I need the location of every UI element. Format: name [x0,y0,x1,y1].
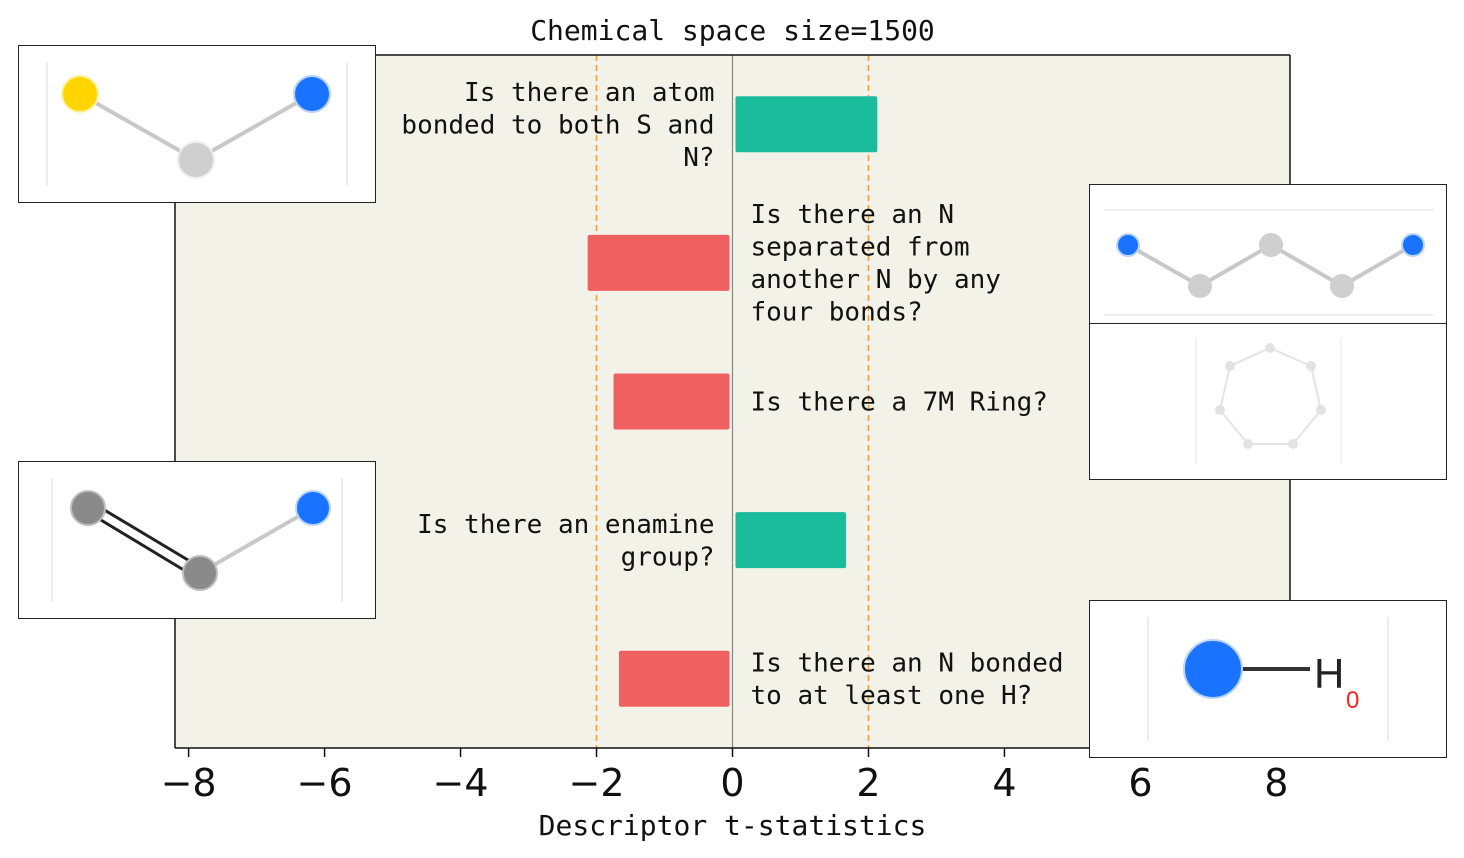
bar-label-line: another N by any [751,265,1001,295]
nh-fragment-icon: H 0 [1147,617,1389,741]
bar-label-line: Is there an N bonded [751,648,1064,678]
bar-label-line: Is there an enamine [417,510,714,540]
inset-n-n-fragment [1089,184,1447,325]
bar-label-line: four bonds? [751,298,923,328]
enamine-icon [51,478,343,602]
inset-ring7 [1089,323,1447,480]
bars-group [587,96,878,707]
bar-1 [587,234,730,291]
axes-group: −8 −6 −4 −2 0 2 4 6 8 [161,54,1291,805]
reference-lines [595,55,870,748]
bar-label-line: to at least one H? [751,681,1033,711]
bar-label-line: Is there an atom [464,78,714,108]
inset-nh: H 0 [1089,600,1447,758]
x-axis-label: Descriptor t-statistics [539,809,927,842]
hydrogen-count-label: 0 [1346,687,1359,714]
hydrogen-label: H [1314,650,1344,697]
bar-label-line: N? [683,143,714,173]
bar-4 [618,650,730,707]
bar-2 [613,373,730,430]
ring7-icon [1195,338,1342,464]
x-tick-label: 8 [1264,761,1288,805]
bar-3 [735,512,847,569]
x-tick-label: −8 [161,761,217,805]
bar-labels-group: Is there an atom bonded to both S and N?Is… [401,78,1063,711]
bar-label-line: group? [621,542,715,572]
x-tick-label: 4 [992,761,1016,805]
bar-label-0: Is there an atom bonded to both S and N? [401,78,714,173]
inset-s-n-fragment [18,45,376,203]
bar-label-2: Is there a 7M Ring? [751,388,1048,418]
bar-label-line: bonded to both S and [401,110,714,140]
x-tick-label: 2 [856,761,880,805]
bar-label-line: Is there an N [751,200,955,230]
inset-enamine [18,461,376,619]
x-tick-label: 0 [720,761,744,805]
chart-title: Chemical space size=1500 [530,14,935,47]
bar-0 [735,96,878,153]
x-tick-label: −6 [297,761,353,805]
s-n-fragment-icon [46,62,348,186]
x-tick-label: −2 [569,761,625,805]
bar-label-4: Is there an N bonded to at least one H? [751,648,1064,711]
bar-label-3: Is there an enamine group? [417,510,714,573]
x-tick-label: 6 [1128,761,1152,805]
n-n-fragment-icon [1104,209,1434,316]
bar-label-line: separated from [751,233,970,263]
bar-label-line: Is there a 7M Ring? [751,388,1048,418]
x-tick-label: −4 [433,761,489,805]
